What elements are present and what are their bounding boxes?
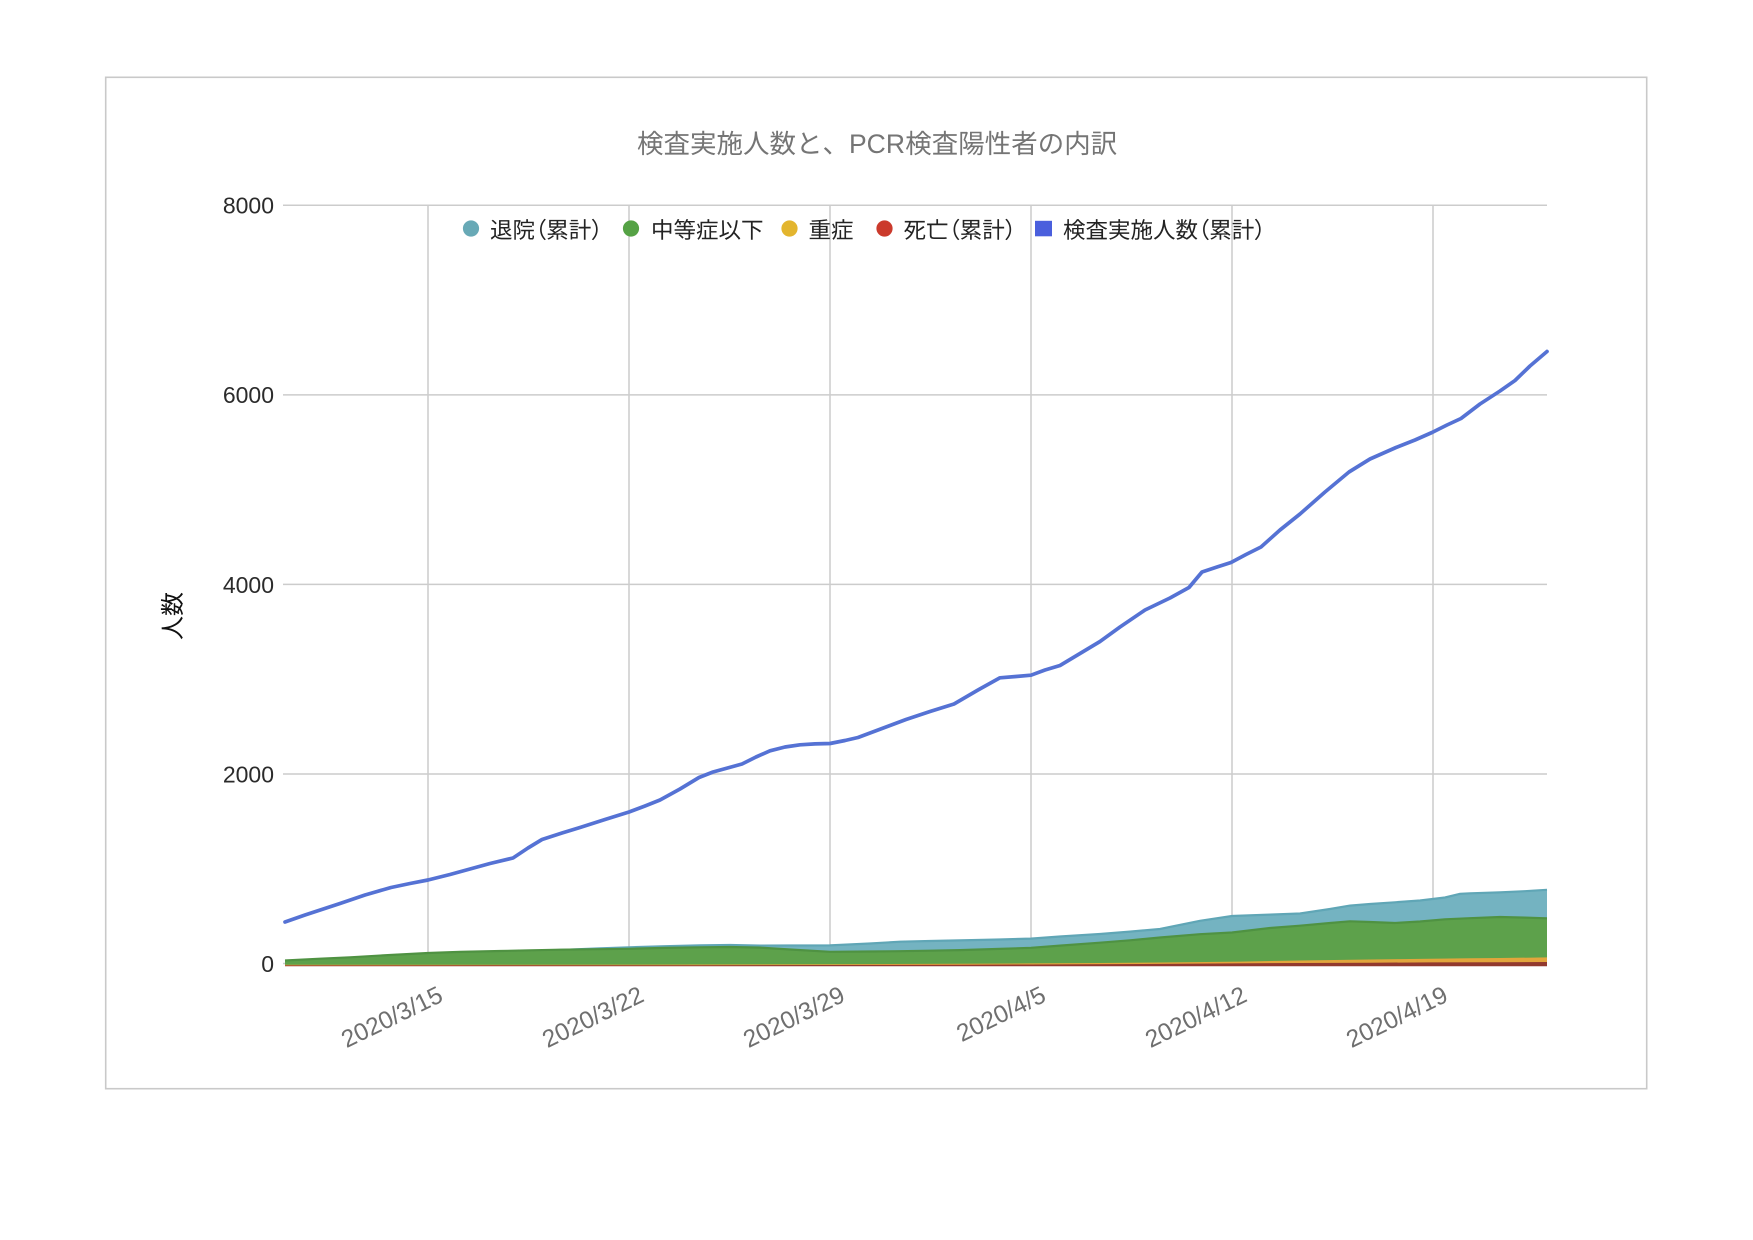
svg-text:PCR: PCR [849, 129, 905, 159]
svg-text:4000: 4000 [223, 572, 274, 598]
svg-text:6000: 6000 [223, 382, 274, 408]
svg-text:8000: 8000 [223, 193, 274, 219]
svg-text:0: 0 [261, 951, 274, 977]
svg-text:2000: 2000 [223, 761, 274, 787]
